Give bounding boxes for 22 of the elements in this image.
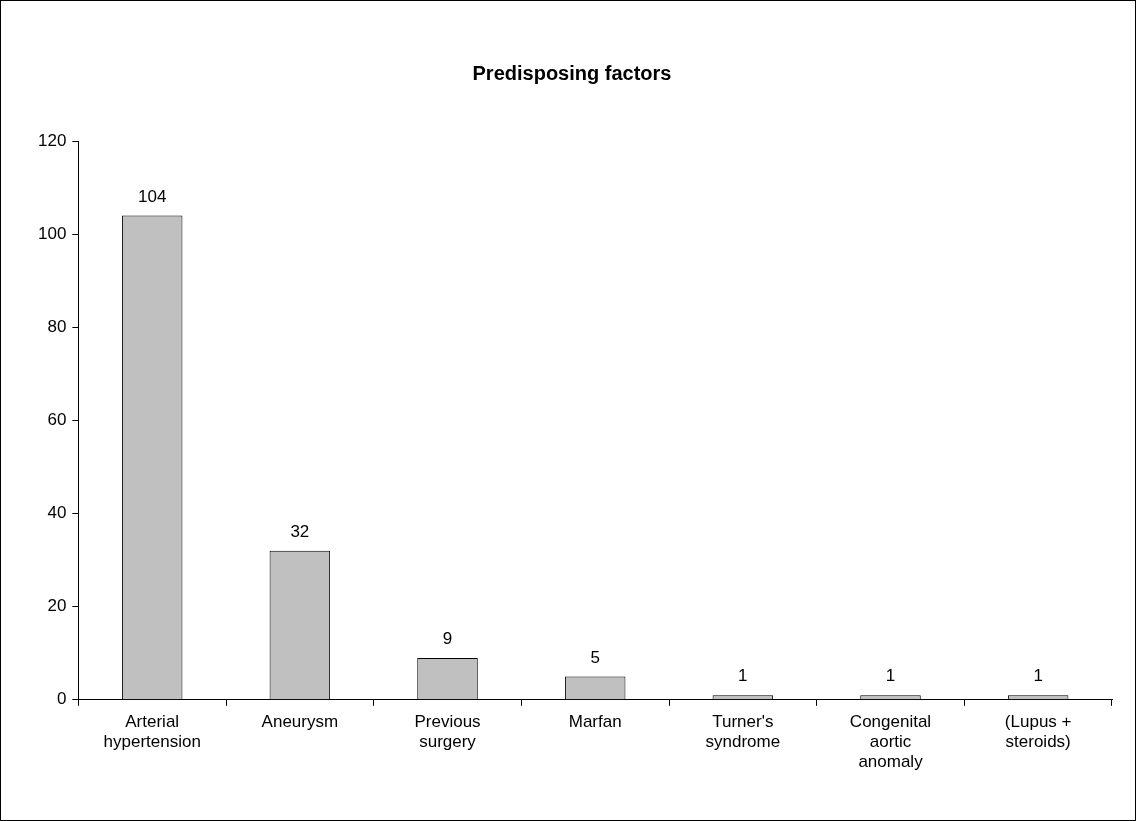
x-tick-label: Aneurysm: [261, 711, 339, 731]
x-tick-label: Congenital aortic anomaly: [849, 711, 932, 772]
x-tick-label: Turner's syndrome: [705, 711, 781, 752]
x-tick-label: Marfan: [568, 711, 622, 731]
data-label: 32: [290, 521, 310, 541]
data-label: 1: [885, 666, 896, 686]
data-label: 104: [138, 186, 167, 206]
y-tick-label: 40: [47, 503, 67, 523]
data-label: 9: [442, 629, 453, 649]
y-tick-label: 0: [56, 689, 67, 709]
y-tick-label: 100: [37, 223, 67, 243]
x-tick-label: (Lupus + steroids): [1004, 711, 1072, 752]
data-label: 1: [738, 666, 748, 686]
x-tick-label: Previous surgery: [414, 711, 481, 752]
y-tick-label: 120: [37, 130, 67, 150]
y-tick-label: 20: [47, 596, 67, 616]
chart-title: Predisposing factors: [472, 61, 672, 84]
y-tick-label: 60: [47, 410, 67, 430]
y-tick-label: 80: [47, 316, 67, 336]
x-tick-label: Arterial hypertension: [103, 711, 201, 752]
data-label: 5: [590, 647, 600, 667]
data-label: 1: [1033, 666, 1043, 686]
